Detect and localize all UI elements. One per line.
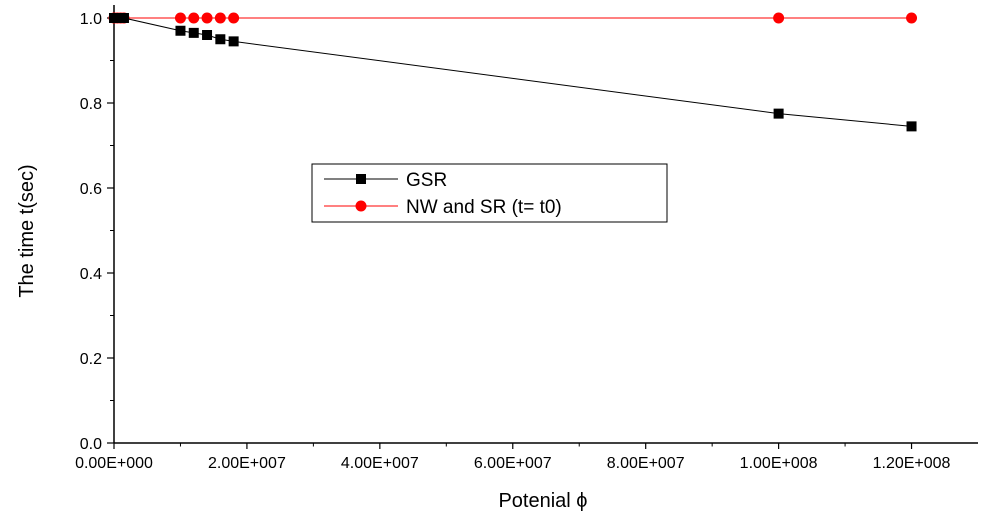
legend: GSR NW and SR (t= t0) (311, 163, 668, 223)
data-point (215, 34, 226, 45)
legend-label: NW and SR (t= t0) (406, 197, 562, 218)
data-point (906, 121, 917, 132)
data-point (188, 27, 199, 38)
legend-marker (355, 200, 367, 212)
series-line (114, 17, 912, 127)
data-point (228, 12, 240, 24)
x-tick-label: 1.00E+008 (740, 455, 818, 472)
data-point (202, 30, 213, 40)
data-point (773, 12, 785, 24)
y-tick-label: 0.6 (80, 181, 102, 198)
x-tick-label: 6.00E+007 (474, 455, 552, 472)
y-tick-label: 0.0 (80, 436, 102, 453)
data-point (228, 36, 239, 47)
legend-label: GSR (406, 170, 447, 191)
legend-item: NW and SR (t= t0) (324, 197, 562, 218)
data-point (118, 13, 129, 23)
y-tick-label: 0.2 (80, 351, 102, 368)
x-tick-label: 8.00E+007 (607, 455, 685, 472)
y-tick-label: 0.8 (80, 96, 102, 113)
legend-box (311, 163, 668, 223)
x-tick-label: 1.20E+008 (873, 455, 951, 472)
y-tick-label: 1.0 (80, 11, 102, 28)
data-point (906, 12, 918, 24)
series-layer (108, 12, 918, 132)
data-point (188, 12, 200, 24)
legend-item: GSR (324, 170, 447, 191)
data-point (214, 12, 226, 24)
x-tick-label: 2.00E+007 (208, 455, 286, 472)
y-axis-title: The time t(sec) (16, 164, 38, 297)
x-tick-label: 0.00E+000 (75, 455, 153, 472)
legend-marker (356, 174, 366, 184)
data-point (174, 12, 186, 24)
series-nw-sr (108, 12, 918, 24)
data-point (201, 12, 213, 24)
data-point (773, 108, 784, 119)
data-point (175, 25, 186, 36)
x-axis-title: Potenial ϕ (498, 490, 587, 512)
series-gsr (109, 13, 917, 132)
axes: 0.00E+000 2.00E+007 4.00E+007 6.00E+007 8.00… (75, 5, 978, 472)
x-tick-label: 4.00E+007 (341, 455, 419, 472)
y-tick-label: 0.4 (80, 266, 102, 283)
